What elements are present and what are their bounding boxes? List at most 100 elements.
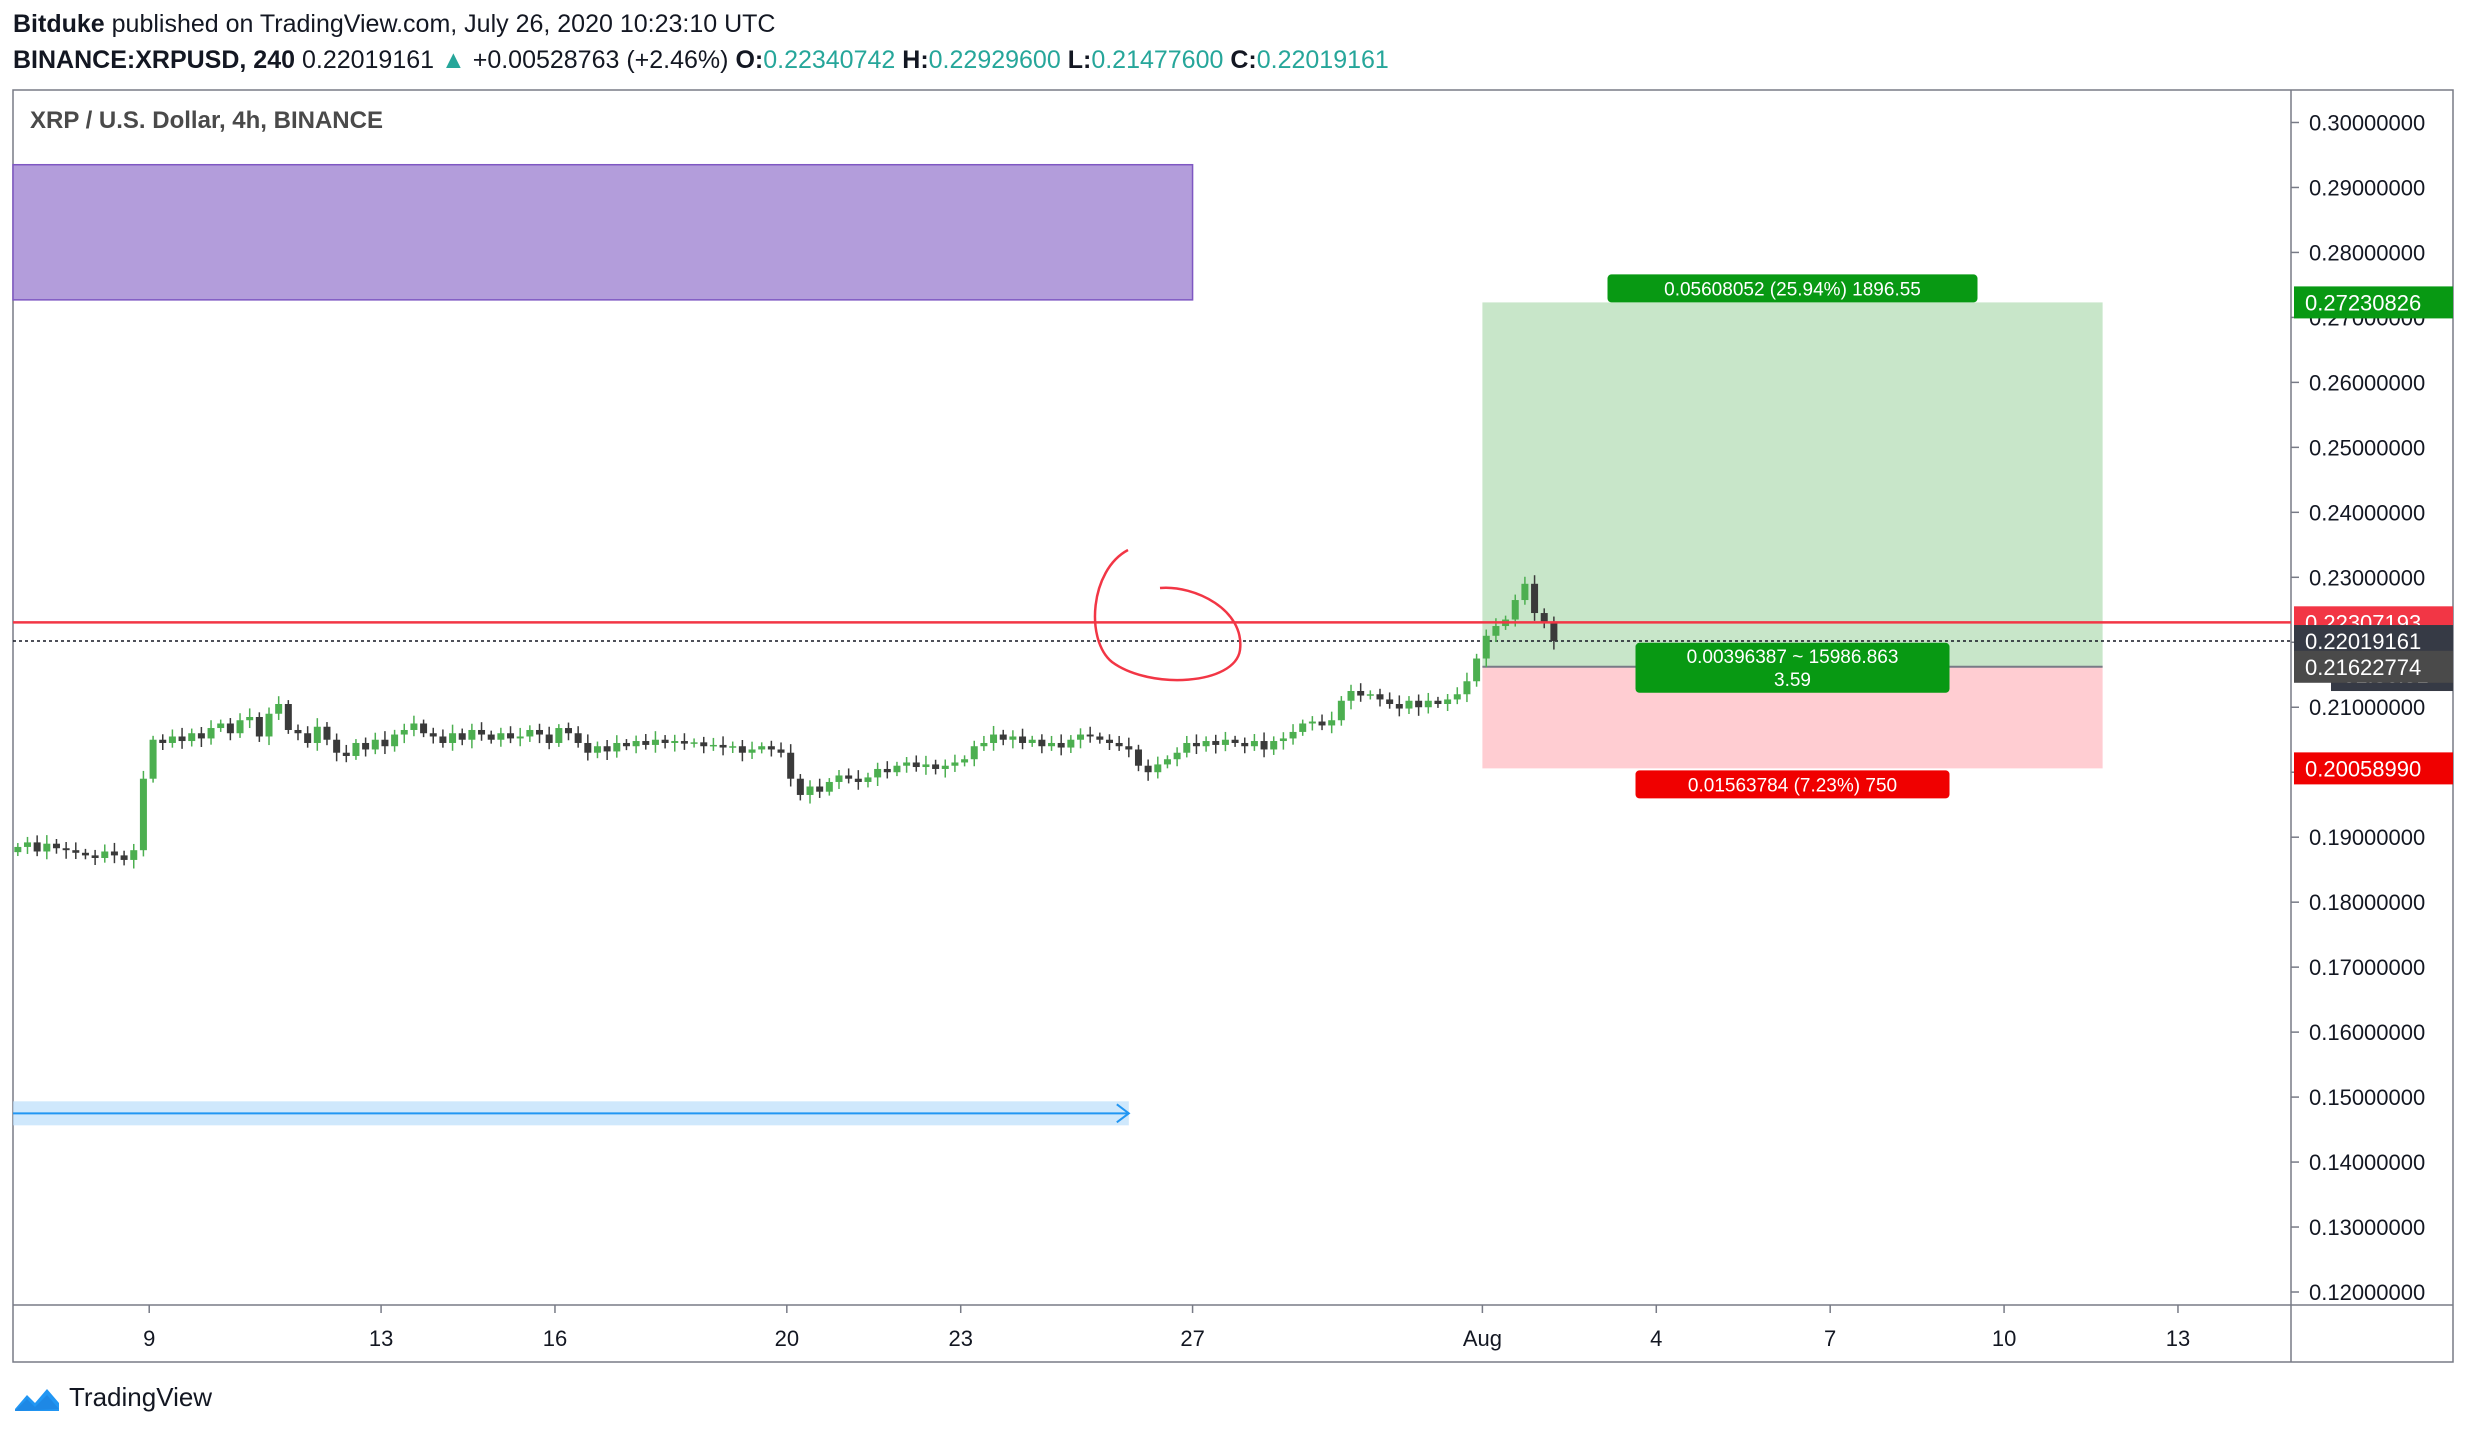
- candle: [110, 842, 118, 864]
- candle-body: [564, 728, 572, 734]
- candle-body: [478, 729, 486, 735]
- candle-body: [1241, 742, 1249, 747]
- y-tick-label: 0.23000000: [2309, 565, 2425, 590]
- y-tick-label: 0.28000000: [2309, 240, 2425, 265]
- candle-body: [62, 848, 70, 851]
- candle: [729, 741, 737, 753]
- candle: [507, 726, 515, 744]
- candle: [400, 723, 408, 744]
- candle: [342, 744, 350, 763]
- candle: [1299, 719, 1307, 736]
- candle: [941, 759, 949, 778]
- candle: [284, 700, 292, 734]
- y-tick-label: 0.12000000: [2309, 1280, 2425, 1305]
- candle: [845, 768, 853, 784]
- y-tick-label: 0.17000000: [2309, 955, 2425, 980]
- stop-label: 0.01563784 (7.23%) 750: [1688, 775, 1897, 796]
- candle: [661, 735, 669, 749]
- candle-body: [1405, 700, 1413, 709]
- candle-body: [72, 850, 80, 853]
- time-axis[interactable]: 9 13 16 20 23 27 Aug 4 7 10 13: [143, 1305, 2190, 1351]
- candle-body: [932, 764, 940, 769]
- candle: [1173, 747, 1181, 767]
- candle: [1531, 575, 1539, 621]
- candle-body: [1279, 738, 1287, 742]
- candle-body: [1366, 694, 1374, 696]
- candle: [874, 762, 882, 786]
- y-tick-label: 0.25000000: [2309, 435, 2425, 460]
- candle-body: [1038, 739, 1046, 747]
- candle: [1134, 744, 1142, 772]
- candle: [1424, 692, 1432, 714]
- candle: [23, 836, 31, 854]
- candle-body: [1511, 600, 1519, 620]
- candle: [1115, 735, 1123, 751]
- candle-body: [255, 716, 263, 737]
- candle: [1415, 694, 1423, 716]
- candle: [1347, 684, 1355, 710]
- candle: [1270, 736, 1278, 755]
- candle-body: [787, 752, 795, 779]
- candle-body: [593, 746, 601, 753]
- candle-body: [265, 713, 273, 737]
- candle: [1154, 756, 1162, 779]
- candle: [951, 754, 959, 772]
- footer-brand-text: TradingView: [69, 1382, 213, 1412]
- candle-body: [574, 733, 582, 743]
- candle-body: [709, 744, 717, 747]
- candle-body: [168, 736, 176, 743]
- candle: [130, 843, 138, 869]
- candle: [651, 731, 659, 753]
- high-value: 0.22929600: [928, 46, 1061, 74]
- candle-body: [14, 846, 22, 853]
- candle-body: [81, 852, 89, 856]
- candle-body: [342, 752, 350, 756]
- chart-frame: [12, 89, 2454, 1363]
- price-axis[interactable]: 0.300000000.290000000.280000000.27000000…: [2291, 110, 2453, 1305]
- y-tick-label: 0.24000000: [2309, 500, 2425, 525]
- author-name[interactable]: Bitduke: [13, 10, 105, 38]
- candle: [603, 739, 611, 761]
- x-tick-label: 27: [1180, 1326, 1204, 1351]
- candle: [178, 727, 186, 749]
- candle-body: [1492, 626, 1500, 636]
- symbol-label: BINANCE:XRPUSD, 240: [13, 46, 296, 74]
- candle: [1444, 693, 1452, 712]
- candle-body: [507, 733, 515, 739]
- candle: [758, 742, 766, 754]
- candle: [1250, 734, 1258, 751]
- candle-body: [1424, 700, 1432, 708]
- candle: [1009, 730, 1017, 749]
- candle: [1521, 576, 1529, 605]
- candle: [1279, 732, 1287, 750]
- candle-body: [1260, 741, 1268, 750]
- candle: [796, 774, 804, 801]
- candle: [120, 850, 128, 866]
- candle: [159, 734, 167, 750]
- candle-body: [130, 850, 138, 860]
- stop-price-badge: 0.20058990: [2305, 756, 2421, 781]
- candle-body: [835, 775, 843, 782]
- candle: [1405, 696, 1413, 715]
- candle-body: [922, 764, 930, 768]
- candle: [526, 725, 534, 742]
- candle: [642, 734, 650, 750]
- candle: [864, 772, 872, 788]
- candle: [632, 735, 640, 754]
- candle-body: [854, 778, 862, 782]
- candle: [497, 727, 505, 747]
- candle-body: [429, 733, 437, 737]
- candle: [671, 734, 679, 752]
- low-label: L:: [1067, 46, 1092, 74]
- candle: [883, 761, 891, 779]
- footer-brand[interactable]: TradingView: [13, 1382, 212, 1413]
- candle: [999, 729, 1007, 746]
- candle: [226, 718, 234, 741]
- candle-body: [1057, 742, 1065, 748]
- tradingview-logo-icon: [15, 1388, 59, 1411]
- candle-body: [1173, 752, 1181, 760]
- candle-body: [584, 742, 592, 753]
- x-tick-label: 23: [948, 1326, 972, 1351]
- candle-body: [680, 741, 688, 744]
